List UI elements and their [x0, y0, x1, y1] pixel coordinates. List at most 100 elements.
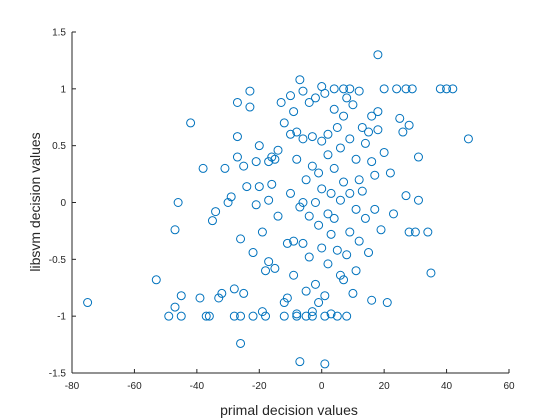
scatter-point — [301, 175, 311, 185]
scatter-point — [264, 257, 274, 267]
scatter-point — [195, 293, 205, 303]
scatter-point — [426, 268, 436, 278]
scatter-point — [326, 188, 336, 198]
scatter-point — [236, 234, 246, 244]
y-tick-label: 1 — [60, 84, 66, 95]
scatter-point — [307, 311, 317, 321]
scatter-point — [292, 311, 302, 321]
scatter-point — [323, 209, 333, 219]
y-tick-label: -1 — [57, 312, 66, 323]
scatter-point — [276, 97, 286, 107]
scatter-point — [257, 227, 267, 237]
axes — [71, 31, 510, 374]
scatter-point — [345, 188, 355, 198]
scatter-point — [379, 84, 389, 94]
scatter-point — [339, 111, 349, 121]
scatter-point — [298, 86, 308, 96]
scatter-point — [282, 238, 292, 248]
scatter-point — [273, 145, 283, 155]
scatter-point — [373, 50, 383, 60]
scatter-point — [239, 161, 249, 171]
x-tick-label: 20 — [379, 381, 391, 392]
scatter-point — [339, 84, 349, 94]
scatter-point — [239, 288, 249, 298]
y-tick-label: 1.5 — [52, 28, 66, 39]
scatter-point — [320, 359, 330, 369]
scatter-point — [320, 88, 330, 98]
scatter-point — [251, 157, 261, 167]
scatter-point — [323, 259, 333, 269]
scatter-point — [286, 188, 295, 198]
scatter-point — [223, 198, 233, 207]
scatter-point — [292, 154, 302, 164]
scatter-point — [364, 127, 374, 137]
scatter-point — [326, 229, 336, 239]
scatter-point — [339, 177, 349, 187]
scatter-point — [220, 163, 230, 173]
scatter-point — [448, 84, 458, 94]
scatter-point — [360, 138, 370, 148]
scatter-point — [289, 270, 299, 280]
scatter-point — [211, 207, 221, 217]
scatter-point — [357, 186, 367, 196]
scatter-point — [323, 150, 333, 160]
scatter-point — [217, 288, 227, 298]
scatter-point — [382, 298, 392, 308]
scatter-point — [357, 122, 367, 132]
scatter-point — [267, 179, 277, 189]
scatter-point — [245, 86, 255, 96]
scatter-point — [229, 284, 239, 294]
scatter-point — [320, 311, 330, 321]
scatter-point — [335, 143, 345, 153]
scatter-point — [267, 152, 277, 162]
scatter-point — [295, 202, 305, 212]
scatter-point — [345, 84, 355, 94]
scatter-point — [351, 266, 361, 276]
scatter-point — [279, 118, 289, 128]
scatter-point — [376, 225, 386, 235]
scatter-point — [289, 236, 299, 246]
scatter-point — [270, 263, 280, 273]
scatter-point — [248, 311, 258, 321]
scatter-point — [370, 204, 380, 214]
scatter-point — [345, 134, 355, 144]
scatter-point — [317, 184, 327, 194]
scatter-point — [407, 84, 417, 94]
scatter-point — [236, 338, 246, 348]
scatter-point — [395, 113, 405, 123]
scatter-point — [314, 168, 324, 178]
scatter-point — [329, 213, 339, 223]
scatter-point — [364, 248, 374, 258]
scatter-point — [270, 154, 280, 164]
scatter-point — [286, 129, 295, 139]
scatter-point — [186, 118, 196, 128]
scatter-point — [385, 168, 395, 178]
scatter-point — [379, 147, 389, 157]
scatter-point — [261, 266, 271, 276]
scatter-point — [207, 216, 217, 226]
scatter-point — [170, 225, 180, 235]
scatter-point — [298, 198, 308, 207]
x-tick-label: 0 — [319, 381, 325, 392]
scatter-point — [170, 302, 180, 312]
scatter-point — [413, 195, 423, 205]
x-tick-label: -40 — [190, 381, 205, 392]
scatter-point — [354, 175, 364, 185]
scatter-point — [257, 307, 267, 317]
y-axis-label: libsvm decision values — [27, 132, 43, 271]
scatter-point — [329, 104, 339, 114]
scatter-point — [332, 311, 342, 321]
scatter-point — [301, 311, 311, 321]
scatter-point — [339, 275, 349, 285]
scatter-point — [236, 311, 246, 321]
scatter-point — [298, 238, 308, 248]
scatter-point — [442, 84, 452, 94]
scatter-point — [410, 227, 420, 237]
x-tick-label: -60 — [127, 381, 142, 392]
scatter-point — [367, 157, 377, 167]
scatter-point — [295, 357, 305, 367]
scatter-point — [273, 211, 283, 221]
scatter-point — [435, 84, 445, 94]
scatter-point — [342, 250, 352, 260]
scatter-point — [248, 248, 258, 258]
